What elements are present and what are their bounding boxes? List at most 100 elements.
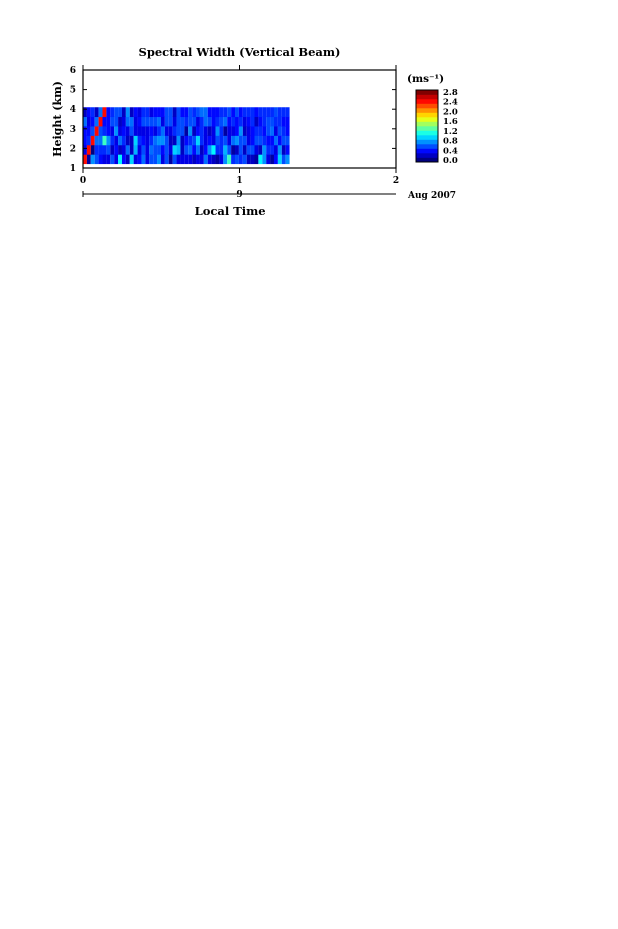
heatmap-cell [129, 135, 134, 146]
heatmap-cell [83, 154, 87, 165]
heatmap-cell [114, 135, 119, 146]
heatmap-cell [180, 144, 185, 155]
heatmap-cell [125, 126, 130, 136]
heatmap-cell [281, 126, 286, 136]
heatmap-cell [238, 154, 243, 165]
heatmap-cell [211, 107, 216, 118]
heatmap-cell [90, 135, 95, 146]
heatmap-cell [83, 126, 87, 136]
heatmap-cell [133, 144, 138, 155]
x-tick-label: 1 [236, 176, 242, 186]
heatmap-cell [196, 116, 200, 127]
heatmap-cell [223, 144, 228, 155]
heatmap-cell [172, 135, 177, 146]
heatmap-cell [118, 107, 122, 118]
colorbar-tick-label: 1.2 [443, 127, 458, 137]
heatmap-cell [246, 126, 251, 136]
heatmap-cell [238, 135, 243, 146]
heatmap-cell [168, 126, 173, 136]
heatmap-cell [219, 107, 224, 118]
heatmap-cell [172, 126, 177, 136]
heatmap-cell [121, 154, 126, 165]
heatmap-cell [106, 116, 111, 127]
heatmap-cell [242, 154, 247, 165]
heatmap-cell [246, 135, 251, 146]
heatmap-cell [145, 116, 150, 127]
heatmap-cell [153, 126, 158, 136]
heatmap-cell [238, 144, 243, 155]
heatmap-cell [266, 126, 271, 136]
heatmap-cell [250, 144, 255, 155]
heatmap-cell [219, 154, 224, 165]
heatmap-cell [188, 144, 193, 155]
heatmap-cell [231, 135, 236, 146]
heatmap-cell [83, 135, 87, 146]
heatmap-cell [149, 144, 154, 155]
heatmap-cell [86, 135, 91, 146]
heatmap-cell [184, 107, 189, 118]
heatmap-cell [133, 116, 138, 127]
heatmap-cell [285, 107, 290, 118]
heatmap-cell [266, 116, 271, 127]
heatmap-cell [258, 135, 263, 146]
panel-0: Spectral Width (Vertical Beam) 1 2 3 4 5 6 Heig… [51, 45, 458, 201]
heatmap-cell [199, 107, 204, 118]
heatmap-cell [235, 144, 239, 155]
heatmap-cell [203, 107, 208, 118]
heatmap-cell [227, 154, 232, 165]
heatmap-cell [90, 107, 95, 118]
heatmap-cell [137, 126, 142, 136]
y-tick-label: 6 [70, 66, 76, 76]
heatmap-cell [223, 126, 228, 136]
heatmap-cell [145, 107, 150, 118]
heatmap-cell [102, 144, 107, 155]
heatmap-cell [83, 107, 87, 118]
heatmap-cell [215, 135, 220, 146]
heatmap-cell [262, 107, 267, 118]
heatmap-cell [231, 144, 236, 155]
heatmap-cell [160, 126, 165, 136]
heatmap-cell [242, 135, 247, 146]
heatmap-cell [180, 126, 185, 136]
heatmap-cell [168, 135, 173, 146]
heatmap-cell [184, 116, 189, 127]
heatmap-cell [141, 126, 146, 136]
heatmap-cell [90, 144, 95, 155]
heatmap-cell [106, 144, 111, 155]
heatmap-cell [223, 154, 228, 165]
heatmap-cell [192, 135, 197, 146]
heatmap-cell [153, 116, 158, 127]
colorbar-tick-label: 0.4 [443, 146, 458, 156]
heatmap-cell [242, 116, 247, 127]
y-tick-label: 3 [70, 125, 76, 135]
colorbar-segment [416, 144, 438, 149]
heatmap-cell [270, 116, 274, 127]
heatmap-cell [98, 107, 103, 118]
heatmap-cell [164, 107, 169, 118]
heatmap-cell [254, 144, 259, 155]
heatmap-cell [86, 116, 91, 127]
heatmap-cell [203, 135, 208, 146]
heatmap-cell [102, 126, 107, 136]
heatmap-cell [219, 126, 224, 136]
heatmap-cell [172, 154, 177, 165]
y-tick-label: 5 [70, 86, 76, 96]
heatmap-cell [106, 126, 111, 136]
y-tick-label: 2 [70, 144, 76, 154]
heatmap-cell [277, 154, 282, 165]
heatmap-cell [277, 144, 282, 155]
heatmap-cell [106, 107, 111, 118]
colorbar-segment [416, 139, 438, 145]
heatmap-cell [180, 116, 185, 127]
heatmap-cell [273, 116, 278, 127]
heatmap-cell [180, 154, 185, 165]
heatmap-cell [188, 154, 193, 165]
heatmap-cell [168, 116, 173, 127]
heatmap-cell [203, 116, 208, 127]
x-tick-label: 2 [393, 176, 399, 186]
heatmap-cell [258, 126, 263, 136]
heatmap-cell [199, 135, 204, 146]
heatmap-cell [277, 107, 282, 118]
heatmap-cell [196, 126, 200, 136]
